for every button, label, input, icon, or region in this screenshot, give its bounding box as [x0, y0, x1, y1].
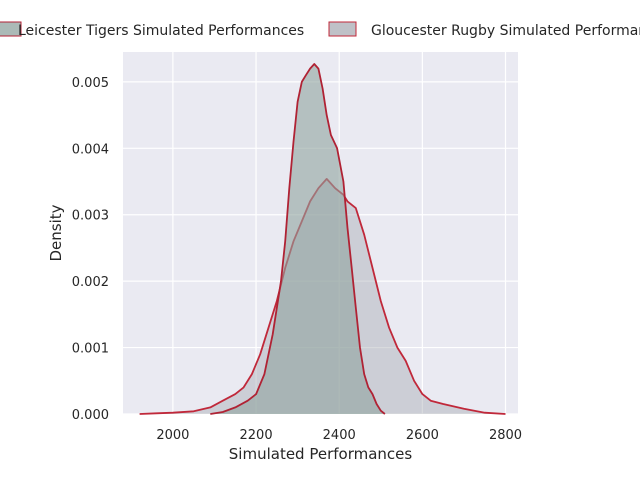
x-tick-labels: 2000 2200 2400 2600 2800 [156, 428, 522, 443]
density-areas [139, 63, 506, 415]
y-tick-label: 0.001 [72, 342, 109, 357]
legend: Leicester Tigers Simulated Performances G… [0, 21, 640, 39]
x-tick-label: 2000 [156, 428, 189, 443]
y-axis-label: Density [47, 204, 65, 261]
x-tick-label: 2400 [323, 428, 356, 443]
y-tick-labels: 0.000 0.001 0.002 0.003 0.004 0.005 [72, 76, 109, 423]
density-area-fill [210, 64, 385, 414]
y-tick-label: 0.004 [72, 142, 109, 157]
x-tick-label: 2600 [406, 428, 439, 443]
legend-swatch [328, 21, 357, 37]
x-tick-label: 2200 [240, 428, 273, 443]
y-tick-label: 0.003 [72, 209, 109, 224]
legend-label: Leicester Tigers Simulated Performances [18, 23, 304, 39]
y-tick-label: 0.005 [72, 76, 109, 91]
x-axis-label: Simulated Performances [229, 445, 413, 463]
legend-swatch [0, 21, 22, 37]
density-curve-line [210, 63, 386, 415]
y-tick-label: 0.000 [72, 408, 109, 423]
y-tick-label: 0.002 [72, 275, 109, 290]
x-tick-label: 2800 [489, 428, 522, 443]
legend-label: Gloucester Rugby Simulated Performances [371, 23, 640, 39]
